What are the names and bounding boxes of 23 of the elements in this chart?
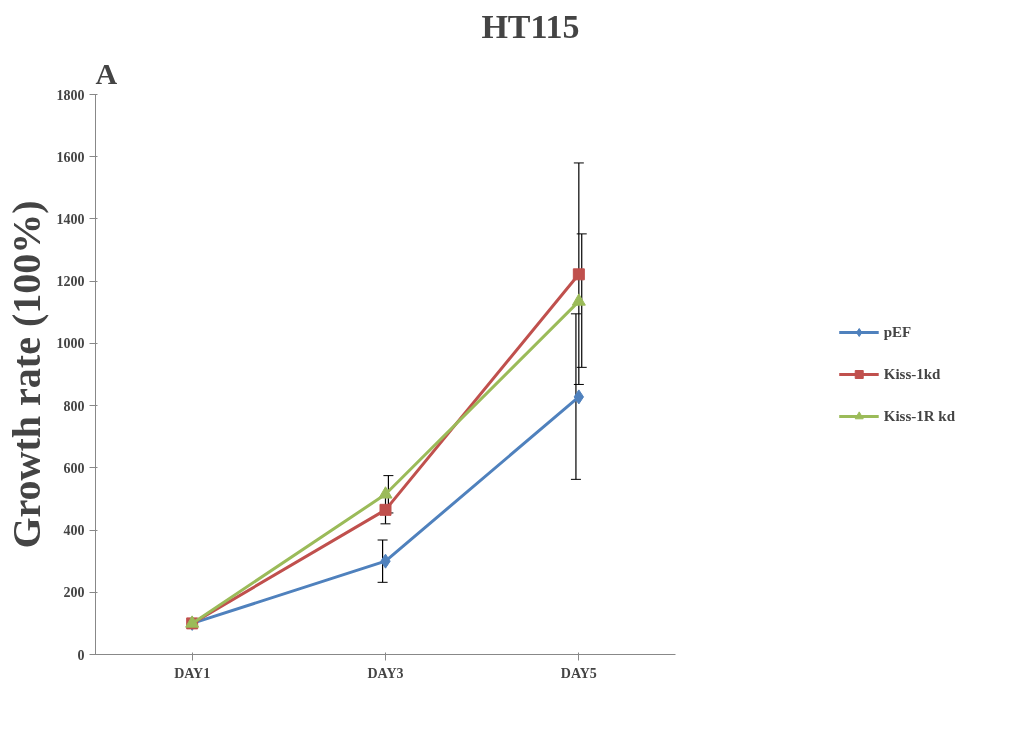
point <box>379 503 392 516</box>
legend-label: Kiss-1R kd <box>883 407 955 425</box>
x-tick-label: DAY3 <box>367 665 404 681</box>
y-axis-title: Growth rate (100%) <box>3 200 49 549</box>
y-tick-label: 200 <box>63 585 85 601</box>
text: A <box>95 56 118 90</box>
y-tick-label: 1400 <box>56 211 85 227</box>
y-tick-label: 0 <box>77 647 85 663</box>
y-tick-label: 1600 <box>56 149 85 165</box>
point <box>572 268 585 281</box>
legend-label: Kiss-1kd <box>883 365 941 383</box>
y-tick-label: 1800 <box>56 87 85 103</box>
x-tick-label: DAY1 <box>174 665 211 681</box>
legend-label: pEF <box>883 323 912 341</box>
x-tick-label: DAY5 <box>560 665 597 681</box>
y-tick-label: 1200 <box>56 274 85 290</box>
point <box>571 293 586 306</box>
chart-title: HT115 <box>481 7 580 45</box>
point <box>378 486 393 499</box>
y-tick-label: 1000 <box>56 336 85 352</box>
y-tick-label: 400 <box>63 523 85 539</box>
y-tick-label: 600 <box>63 460 85 476</box>
y-tick-label: 800 <box>63 398 85 414</box>
